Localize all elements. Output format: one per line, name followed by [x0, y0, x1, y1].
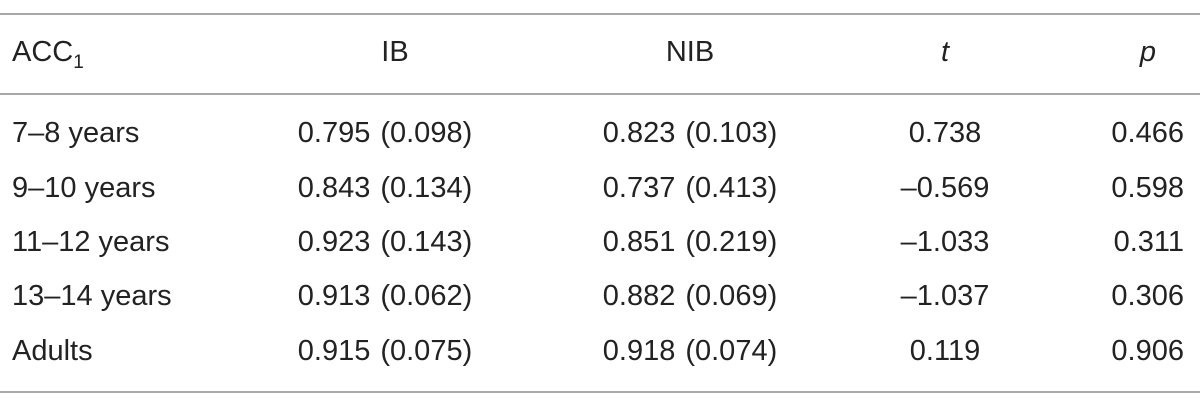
- p-value: 0.598: [1111, 172, 1184, 204]
- nib-sd: (0.069): [685, 280, 778, 312]
- t-value: –1.033: [900, 226, 990, 258]
- table-row: 11–12 years 0.923 (0.143) 0.851 (0.219) –1…: [0, 215, 1200, 269]
- nib-mean: 0.851: [602, 226, 676, 258]
- t-value: –0.569: [900, 172, 990, 204]
- header-nib: NIB: [665, 36, 715, 68]
- table-row: 9–10 years 0.843 (0.134) 0.737 (0.413) –0.…: [0, 161, 1200, 215]
- ib-mean: 0.915: [297, 335, 371, 367]
- p-value: 0.306: [1111, 280, 1184, 312]
- nib-mean: 0.737: [602, 172, 676, 204]
- t-value: 0.738: [908, 117, 982, 149]
- ib-sd: (0.134): [380, 172, 473, 204]
- ib-sd: (0.098): [380, 117, 473, 149]
- nib-value: 0.882 (0.069): [505, 269, 875, 323]
- table-header-rule: [0, 93, 1200, 95]
- nib-value: 0.823 (0.103): [505, 106, 875, 160]
- ib-sd: (0.143): [380, 226, 473, 258]
- nib-value: 0.737 (0.413): [505, 161, 875, 215]
- table-top-rule: [0, 13, 1200, 15]
- nib-sd: (0.074): [685, 335, 778, 367]
- table-bottom-rule: [0, 391, 1200, 393]
- ib-mean: 0.795: [297, 117, 371, 149]
- row-label: 9–10 years: [12, 172, 156, 204]
- row-label: 7–8 years: [12, 117, 140, 149]
- t-value: 0.119: [909, 335, 981, 367]
- p-value: 0.466: [1111, 117, 1184, 149]
- ib-mean: 0.913: [297, 280, 371, 312]
- ib-value: 0.843 (0.134): [200, 161, 570, 215]
- header-ib: IB: [381, 36, 409, 68]
- row-label: Adults: [12, 335, 93, 367]
- ib-mean: 0.843: [297, 172, 371, 204]
- nib-mean: 0.918: [602, 335, 676, 367]
- nib-mean: 0.882: [602, 280, 676, 312]
- table-row: Adults 0.915 (0.075) 0.918 (0.074) 0.119 0…: [0, 324, 1200, 378]
- p-value: 0.311: [1113, 226, 1184, 258]
- header-p: p: [1139, 36, 1156, 68]
- ib-sd: (0.075): [380, 335, 473, 367]
- p-value: 0.906: [1111, 335, 1184, 367]
- table-row: 13–14 years 0.913 (0.062) 0.882 (0.069) –1…: [0, 269, 1200, 323]
- t-value: –1.037: [900, 280, 990, 312]
- header-acc-main: ACC: [12, 36, 74, 68]
- nib-sd: (0.413): [685, 172, 778, 204]
- ib-sd: (0.062): [380, 280, 473, 312]
- nib-sd: (0.219): [685, 226, 778, 258]
- ib-value: 0.923 (0.143): [200, 215, 570, 269]
- header-acc-subscript: 1: [73, 52, 84, 73]
- nib-mean: 0.823: [602, 117, 676, 149]
- header-t: t: [940, 36, 950, 68]
- table-header-row: ACC1 IB NIB t p: [0, 25, 1200, 79]
- row-label: 13–14 years: [12, 280, 172, 312]
- nib-value: 0.918 (0.074): [505, 324, 875, 378]
- nib-value: 0.851 (0.219): [505, 215, 875, 269]
- ib-value: 0.915 (0.075): [200, 324, 570, 378]
- ib-value: 0.795 (0.098): [200, 106, 570, 160]
- table-row: 7–8 years 0.795 (0.098) 0.823 (0.103) 0.73…: [0, 106, 1200, 160]
- ib-value: 0.913 (0.062): [200, 269, 570, 323]
- nib-sd: (0.103): [685, 117, 778, 149]
- header-acc1: ACC1: [12, 25, 84, 79]
- ib-mean: 0.923: [297, 226, 371, 258]
- row-label: 11–12 years: [12, 226, 170, 258]
